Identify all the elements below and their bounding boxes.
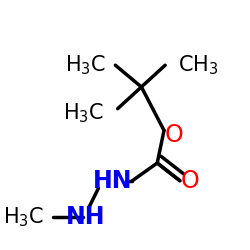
- Text: HN: HN: [93, 169, 133, 193]
- Text: NH: NH: [66, 206, 106, 230]
- Text: $\mathregular{H_{3}C}$: $\mathregular{H_{3}C}$: [63, 101, 104, 124]
- Text: O: O: [181, 169, 200, 193]
- Text: $\mathregular{H_{3}C}$: $\mathregular{H_{3}C}$: [3, 206, 44, 229]
- Text: $\mathregular{H_{3}C}$: $\mathregular{H_{3}C}$: [65, 54, 106, 77]
- Text: O: O: [165, 122, 184, 146]
- Text: $\mathregular{CH_{3}}$: $\mathregular{CH_{3}}$: [178, 54, 218, 77]
